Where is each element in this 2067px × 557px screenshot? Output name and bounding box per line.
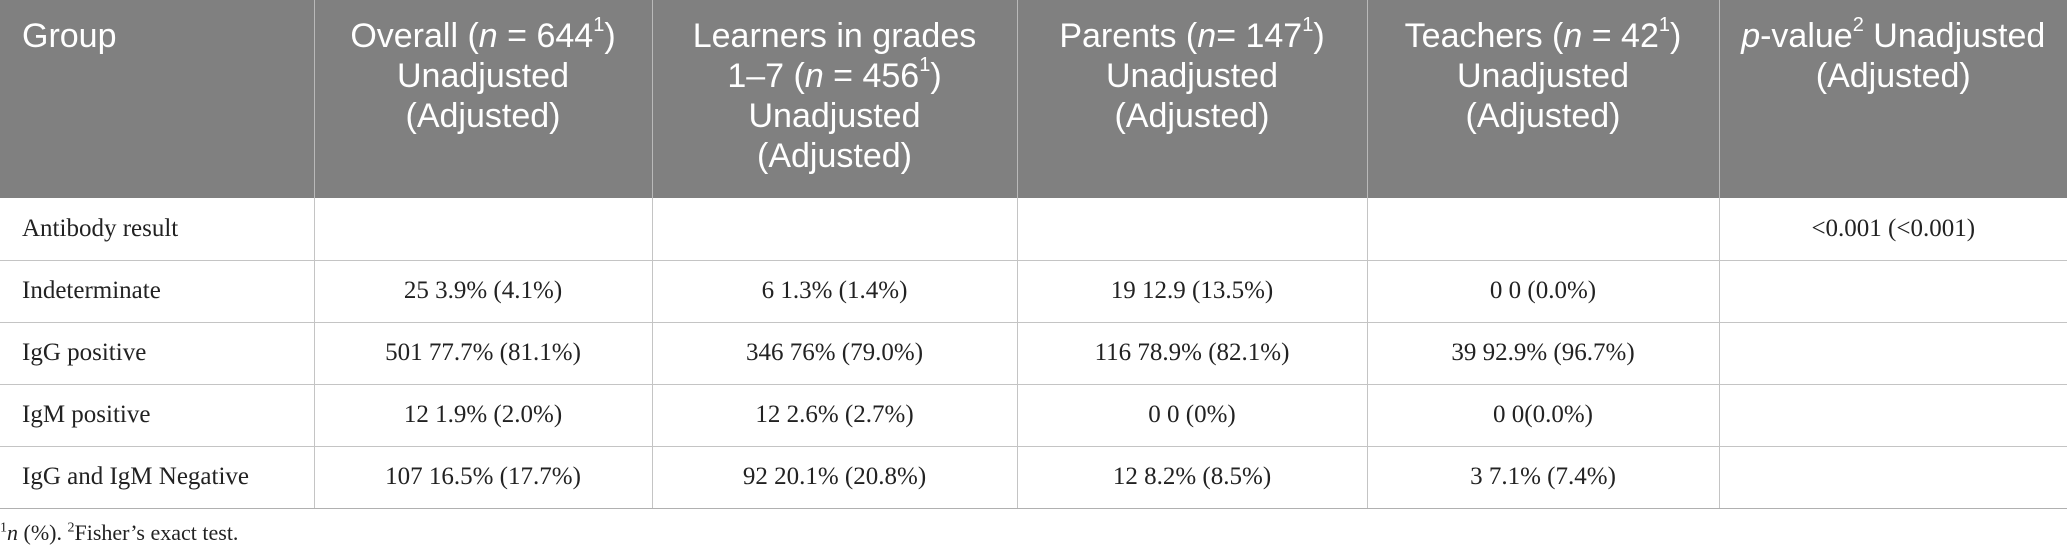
row-label: Antibody result — [0, 198, 314, 261]
cell-parents: 0 0 (0%) — [1016, 384, 1367, 447]
cell-teachers: 39 92.9% (96.7%) — [1366, 322, 1719, 385]
header-row: Group Overall (n = 6441) Unadjusted (Adj… — [0, 0, 2067, 198]
cell-parents — [1016, 198, 1367, 261]
table-row: IgG positive 501 77.7% (81.1%) 346 76% (… — [0, 322, 2067, 385]
row-label: IgG and IgM Negative — [0, 446, 314, 509]
cell-overall: 25 3.9% (4.1%) — [313, 260, 652, 323]
header-teachers: Teachers (n = 421) Unadjusted (Adjusted) — [1366, 0, 1719, 198]
header-group: Group — [0, 0, 314, 198]
cell-overall: 501 77.7% (81.1%) — [313, 322, 652, 385]
table-container: Group Overall (n = 6441) Unadjusted (Adj… — [0, 0, 2067, 509]
cell-parents: 116 78.9% (82.1%) — [1016, 322, 1367, 385]
header-p-value: p-value2 Unadjusted (Adjusted) — [1718, 0, 2067, 198]
cell-teachers: 0 0 (0.0%) — [1366, 260, 1719, 323]
cell-learners: 6 1.3% (1.4%) — [651, 260, 1017, 323]
cell-learners — [651, 198, 1017, 261]
cell-learners: 346 76% (79.0%) — [651, 322, 1017, 385]
header-parents: Parents (n= 1471) Unadjusted (Adjusted) — [1016, 0, 1367, 198]
antibody-results-table: Group Overall (n = 6441) Unadjusted (Adj… — [0, 0, 2067, 509]
cell-overall: 12 1.9% (2.0%) — [313, 384, 652, 447]
cell-teachers: 0 0(0.0%) — [1366, 384, 1719, 447]
cell-p-value — [1718, 384, 2067, 447]
cell-learners: 12 2.6% (2.7%) — [651, 384, 1017, 447]
row-label: IgM positive — [0, 384, 314, 447]
header-learners: Learners in grades 1–7 (n = 4561) Unadju… — [651, 0, 1017, 198]
header-overall: Overall (n = 6441) Unadjusted (Adjusted) — [313, 0, 652, 198]
cell-p-value: <0.001 (<0.001) — [1718, 198, 2067, 261]
cell-overall — [313, 198, 652, 261]
cell-parents: 12 8.2% (8.5%) — [1016, 446, 1367, 509]
table-row: IgG and IgM Negative 107 16.5% (17.7%) 9… — [0, 446, 2067, 509]
row-label: IgG positive — [0, 322, 314, 385]
table-row: Antibody result <0.001 (<0.001) — [0, 198, 2067, 261]
cell-p-value — [1718, 446, 2067, 509]
row-label: Indeterminate — [0, 260, 314, 323]
cell-p-value — [1718, 322, 2067, 385]
cell-teachers — [1366, 198, 1719, 261]
cell-overall: 107 16.5% (17.7%) — [313, 446, 652, 509]
table-footnote: 1n (%). 2Fisher’s exact test. — [0, 520, 239, 545]
cell-parents: 19 12.9 (13.5%) — [1016, 260, 1367, 323]
cell-p-value — [1718, 260, 2067, 323]
cell-learners: 92 20.1% (20.8%) — [651, 446, 1017, 509]
cell-teachers: 3 7.1% (7.4%) — [1366, 446, 1719, 509]
table-row: IgM positive 12 1.9% (2.0%) 12 2.6% (2.7… — [0, 384, 2067, 447]
table-row: Indeterminate 25 3.9% (4.1%) 6 1.3% (1.4… — [0, 260, 2067, 323]
